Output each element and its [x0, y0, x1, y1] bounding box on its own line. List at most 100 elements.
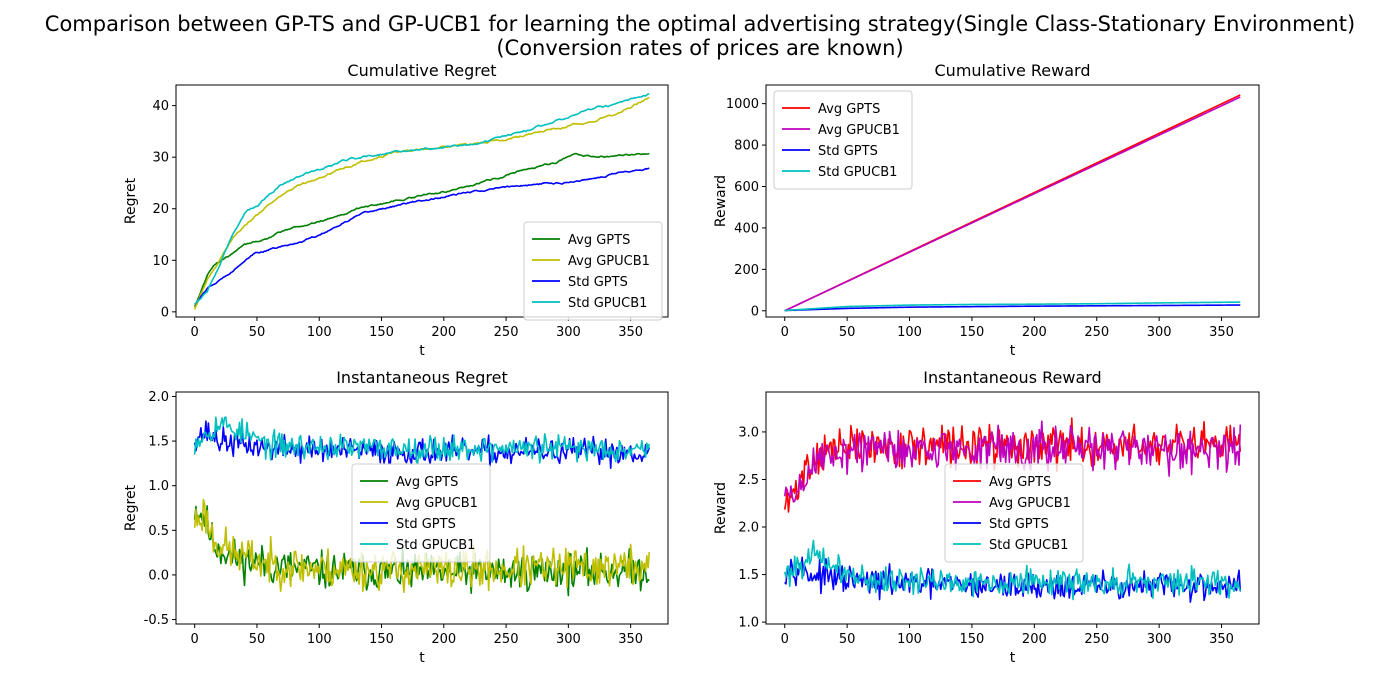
- x-axis-label: t: [419, 650, 425, 666]
- legend: Avg GPTS Avg GPUCB1 Std GPTS Std GPUCB1: [351, 463, 491, 563]
- x-tick-label: 200: [431, 632, 456, 647]
- x-tick-label: 250: [494, 325, 519, 340]
- series-lines: [193, 416, 651, 597]
- x-tick-label: 150: [960, 632, 985, 647]
- x-tick-label: 150: [369, 325, 394, 340]
- y-tick-label: 600: [734, 180, 759, 195]
- y-tick-label: 2.5: [738, 473, 759, 488]
- legend-label: Avg GPTS: [818, 102, 880, 117]
- y-tick-label: 2.0: [148, 390, 169, 405]
- series-line-avg-gpucb1: [193, 498, 651, 594]
- x-tick-label: 200: [1022, 325, 1047, 340]
- x-tick-label: 350: [618, 325, 643, 340]
- x-tick-label: 100: [897, 325, 922, 340]
- series-line-avg-gpts: [193, 505, 650, 597]
- y-tick-label: 1.5: [148, 435, 169, 450]
- legend-label: Avg GPUCB1: [396, 496, 478, 511]
- figure-suptitle: Comparison between GP-TS and GP-UCB1 for…: [0, 12, 1400, 60]
- x-tick-label: 100: [307, 325, 332, 340]
- series-lines: [783, 417, 1242, 603]
- chart-title: Instantaneous Reward: [923, 368, 1101, 387]
- y-tick-label: 0: [751, 304, 759, 319]
- y-tick-label: 1.0: [148, 479, 169, 494]
- suptitle-line-1: Comparison between GP-TS and GP-UCB1 for…: [44, 12, 1356, 36]
- chart-title: Cumulative Reward: [935, 61, 1091, 80]
- legend-label: Avg GPTS: [568, 233, 630, 248]
- x-tick-label: 350: [1209, 632, 1234, 647]
- legend-label: Avg GPUCB1: [989, 496, 1071, 511]
- y-tick-label: 400: [734, 221, 759, 236]
- x-tick-label: 0: [191, 325, 199, 340]
- axes-frame: [175, 84, 669, 318]
- legend-label: Avg GPTS: [396, 475, 458, 490]
- legend-label: Avg GPUCB1: [568, 254, 650, 269]
- y-tick-label: 1000: [726, 97, 759, 112]
- series-line-avg-gpucb1: [784, 96, 1241, 312]
- x-tick-label: 50: [249, 325, 266, 340]
- legend-label: Std GPTS: [396, 517, 456, 532]
- axes-frame: [765, 84, 1260, 318]
- series-line-std-gpts: [784, 304, 1241, 312]
- axes-frame: [175, 391, 669, 625]
- y-tick-label: 2.0: [738, 521, 759, 536]
- y-tick-label: 3.0: [738, 425, 759, 440]
- series-line-std-gpucb1: [194, 93, 650, 305]
- x-tick-label: 150: [369, 632, 394, 647]
- legend-label: Std GPTS: [568, 275, 628, 290]
- x-tick-label: 50: [839, 632, 856, 647]
- x-tick-label: 0: [191, 632, 199, 647]
- y-tick-label: 200: [734, 263, 759, 278]
- legend: Avg GPTS Avg GPUCB1 Std GPTS Std GPUCB1: [773, 90, 913, 190]
- axes-frame: [765, 391, 1260, 625]
- legend-box: [773, 90, 913, 190]
- series-line-avg-gpucb1: [783, 420, 1242, 503]
- y-tick-label: 20: [152, 202, 169, 217]
- y-tick-label: 40: [152, 99, 169, 114]
- y-tick-label: 10: [152, 254, 169, 269]
- legend-label: Std GPUCB1: [989, 538, 1068, 553]
- y-tick-label: 1.5: [738, 568, 759, 583]
- y-tick-label: 0.5: [148, 524, 169, 539]
- x-tick-label: 300: [556, 325, 581, 340]
- series-line-avg-gpts: [193, 152, 650, 308]
- legend-label: Std GPTS: [818, 144, 878, 159]
- legend: Avg GPTS Avg GPUCB1 Std GPTS Std GPUCB1: [523, 221, 663, 321]
- y-tick-label: 0.0: [148, 568, 169, 583]
- y-tick-label: -0.5: [144, 613, 169, 628]
- x-tick-label: 250: [494, 632, 519, 647]
- legend-label: Avg GPTS: [989, 475, 1051, 490]
- y-tick-label: 30: [152, 151, 169, 166]
- series-line-std-gpts: [194, 167, 650, 305]
- x-axis-label: t: [419, 343, 425, 359]
- legend-label: Std GPUCB1: [396, 538, 475, 553]
- series-lines: [784, 94, 1241, 312]
- x-tick-label: 0: [781, 632, 789, 647]
- legend-box: [944, 463, 1084, 563]
- chart-inst_regret: Instantaneous Regret 0 50 100 150 200 250 300 35…: [123, 368, 669, 666]
- x-tick-label: 350: [618, 632, 643, 647]
- x-tick-label: 150: [960, 325, 985, 340]
- x-tick-label: 350: [1209, 325, 1234, 340]
- x-tick-label: 250: [1084, 325, 1109, 340]
- x-tick-label: 200: [431, 325, 456, 340]
- series-line-std-gpucb1: [784, 301, 1241, 312]
- x-tick-label: 50: [839, 325, 856, 340]
- y-tick-label: 0: [161, 305, 169, 320]
- x-tick-label: 50: [249, 632, 266, 647]
- x-tick-label: 300: [1147, 325, 1172, 340]
- legend-label: Avg GPUCB1: [818, 123, 900, 138]
- suptitle-line-2: (Conversion rates of prices are known): [496, 36, 904, 60]
- x-tick-label: 200: [1022, 632, 1047, 647]
- legend-box: [523, 221, 663, 321]
- y-tick-label: 1.0: [738, 616, 759, 631]
- y-axis-label: Regret: [123, 177, 139, 224]
- legend-label: Std GPTS: [989, 517, 1049, 532]
- legend-box: [351, 463, 491, 563]
- y-axis-label: Regret: [123, 484, 139, 531]
- chart-title: Cumulative Regret: [347, 61, 496, 80]
- series-lines: [193, 93, 650, 310]
- x-tick-label: 100: [897, 632, 922, 647]
- y-axis-label: Reward: [713, 482, 729, 534]
- chart-inst_reward: Instantaneous Reward 0 50 100 150 200 250 300 35…: [713, 368, 1260, 666]
